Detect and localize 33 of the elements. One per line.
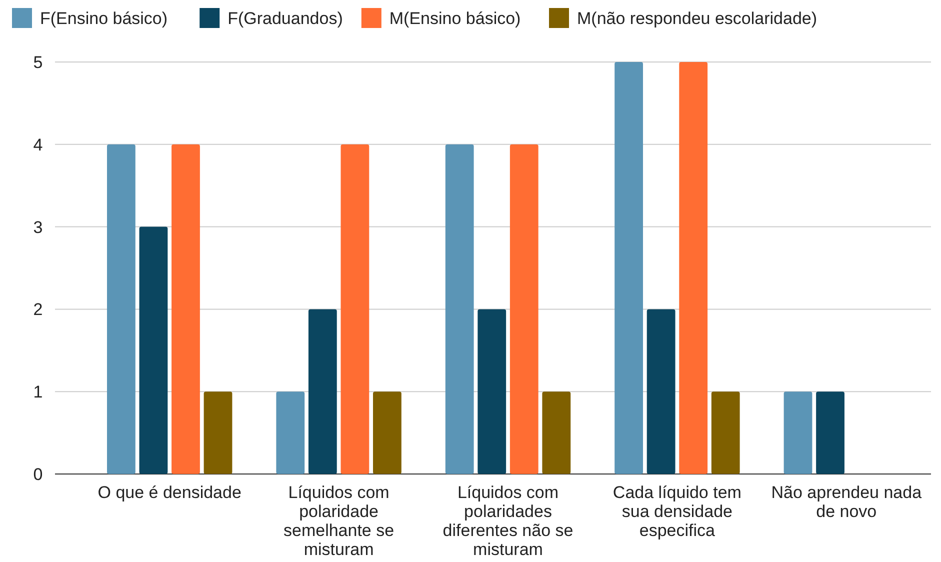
x-tick-label: Líquidos com polaridades diferentes não se misturam	[442, 483, 574, 559]
bar	[204, 392, 232, 474]
bar	[614, 62, 643, 474]
bar	[373, 392, 402, 474]
bar	[276, 392, 305, 474]
bar	[445, 144, 474, 474]
bar	[510, 144, 538, 474]
legend-label: F(Graduandos)	[228, 9, 343, 28]
y-tick-label: 0	[33, 465, 43, 484]
bar	[308, 309, 337, 474]
y-tick-label: 1	[33, 382, 43, 402]
y-tick-label: 5	[33, 53, 43, 72]
bar	[679, 62, 708, 474]
y-tick-label: 3	[33, 218, 43, 237]
x-tick-label: Não aprendeu nada de novo	[771, 483, 922, 521]
x-tick-label: O que é densidade	[98, 483, 242, 502]
bar	[106, 144, 136, 474]
bar	[816, 392, 844, 474]
bar	[139, 226, 168, 474]
x-tick-label: Cada líquido tem sua densidade especifica	[612, 483, 742, 540]
y-tick-label: 4	[33, 135, 43, 154]
x-tick-label: Líquidos com polaridade semelhante se misturam	[284, 483, 394, 559]
legend-label: M(não respondeu escolaridade)	[577, 9, 818, 28]
bar	[172, 144, 200, 474]
legend-label: F(Ensino básico)	[40, 9, 168, 28]
y-tick-label: 2	[33, 300, 43, 320]
bar	[340, 144, 370, 474]
bar	[646, 309, 676, 474]
bar	[784, 392, 812, 474]
legend-label: M(Ensino básico)	[389, 9, 521, 28]
bar	[711, 392, 740, 474]
bar	[478, 309, 506, 474]
bar	[542, 392, 571, 474]
